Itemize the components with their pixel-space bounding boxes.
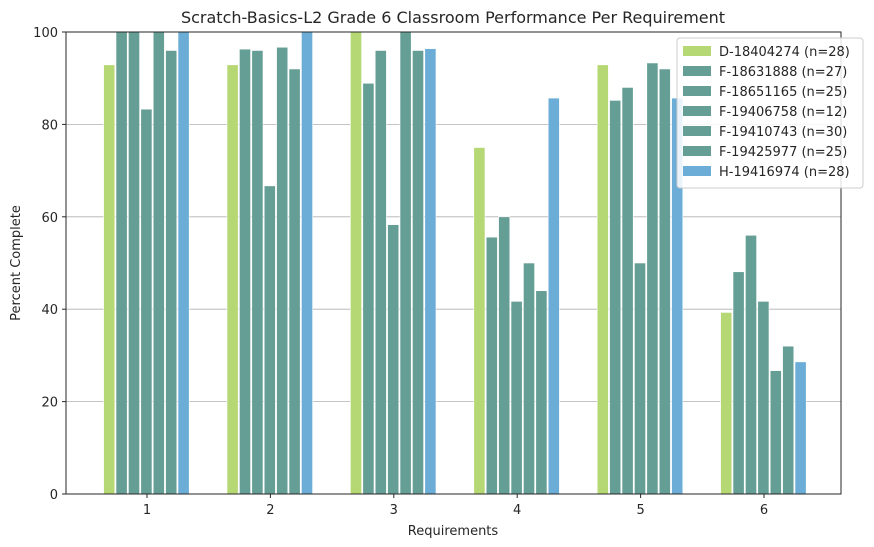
legend-label: H-19416974 (n=28) — [719, 165, 850, 180]
legend-swatch — [683, 126, 711, 136]
bar-5-req-4 — [523, 262, 535, 495]
bar-2-req-2 — [239, 48, 251, 495]
y-tick-label: 60 — [41, 211, 58, 226]
legend-label: F-19410743 (n=30) — [719, 125, 847, 140]
bar-1-req-2 — [226, 64, 239, 495]
bar-3-req-6 — [745, 234, 757, 495]
bar-3-req-3 — [374, 50, 387, 495]
bar-4-req-1 — [140, 108, 153, 495]
bar-2-req-3 — [362, 82, 375, 495]
bar-4-req-2 — [263, 185, 276, 495]
y-tick-label: 100 — [33, 26, 58, 41]
legend-swatch — [683, 46, 711, 56]
legend: D-18404274 (n=28) F-18631888 (n=27) F-1865… — [676, 37, 864, 189]
bar-6-req-4 — [535, 290, 548, 495]
legend-swatch — [683, 146, 711, 156]
x-tick-label: 6 — [760, 503, 768, 518]
bar-2-req-1 — [115, 31, 128, 495]
bar-6-req-6 — [782, 345, 795, 495]
bars — [103, 31, 807, 495]
y-tick-label: 0 — [50, 488, 58, 503]
bar-1-req-3 — [350, 31, 362, 495]
x-tick-label: 2 — [266, 503, 274, 518]
bar-3-req-4 — [498, 216, 511, 495]
bar-5-req-5 — [646, 62, 659, 495]
bar-7-req-3 — [424, 48, 437, 495]
legend-swatch — [683, 166, 711, 176]
x-tick-label: 4 — [513, 503, 521, 518]
bar-2-req-6 — [732, 271, 745, 495]
bar-7-req-2 — [301, 31, 313, 495]
grid-lines — [66, 124, 841, 403]
bar-5-req-2 — [276, 46, 289, 495]
bar-7-req-4 — [547, 97, 560, 495]
bar-6-req-2 — [288, 68, 301, 495]
legend-label: F-19425977 (n=25) — [719, 145, 847, 160]
y-tick-label: 40 — [41, 303, 58, 318]
bar-5-req-3 — [399, 31, 412, 495]
legend-label: F-19406758 (n=12) — [719, 105, 847, 120]
bar-4-req-4 — [510, 301, 523, 495]
axes: 0 20 40 60 80 100 1 2 3 4 5 6 — [33, 26, 768, 518]
bar-6-req-1 — [165, 50, 178, 495]
bar-4-req-6 — [757, 301, 770, 495]
legend-swatch — [683, 86, 711, 96]
bar-3-req-1 — [128, 31, 140, 495]
y-tick-label: 20 — [41, 396, 58, 411]
bar-3-req-2 — [251, 50, 264, 495]
legend-label: F-18631888 (n=27) — [719, 65, 847, 80]
bar-4-req-5 — [634, 262, 646, 495]
bar-1-req-6 — [720, 312, 733, 495]
legend-label: F-18651165 (n=25) — [719, 85, 847, 100]
bar-1-req-1 — [103, 64, 116, 495]
bar-3-req-5 — [621, 87, 634, 495]
bar-6-req-5 — [658, 68, 671, 495]
bar-7-req-1 — [177, 31, 190, 495]
bar-5-req-1 — [152, 31, 165, 495]
bar-1-req-4 — [473, 147, 486, 495]
y-axis-label: Percent Complete — [9, 205, 24, 321]
x-tick-label: 1 — [143, 503, 151, 518]
legend-swatch — [683, 106, 711, 116]
bar-2-req-4 — [485, 236, 498, 495]
bar-7-req-6 — [794, 361, 807, 495]
legend-label: D-18404274 (n=28) — [719, 45, 850, 60]
legend-swatch — [683, 66, 711, 76]
bar-1-req-5 — [596, 64, 609, 495]
bar-5-req-6 — [769, 370, 782, 495]
x-tick-label: 5 — [636, 503, 644, 518]
legend-box — [676, 37, 864, 189]
bar-2-req-5 — [609, 100, 622, 495]
x-axis-label: Requirements — [408, 524, 499, 539]
bar-6-req-3 — [412, 50, 424, 495]
chart-title: Scratch-Basics-L2 Grade 6 Classroom Perf… — [181, 8, 725, 27]
y-tick-label: 80 — [41, 118, 58, 133]
x-tick-label: 3 — [390, 503, 398, 518]
bar-4-req-3 — [387, 224, 400, 495]
plot-frame — [65, 31, 842, 495]
